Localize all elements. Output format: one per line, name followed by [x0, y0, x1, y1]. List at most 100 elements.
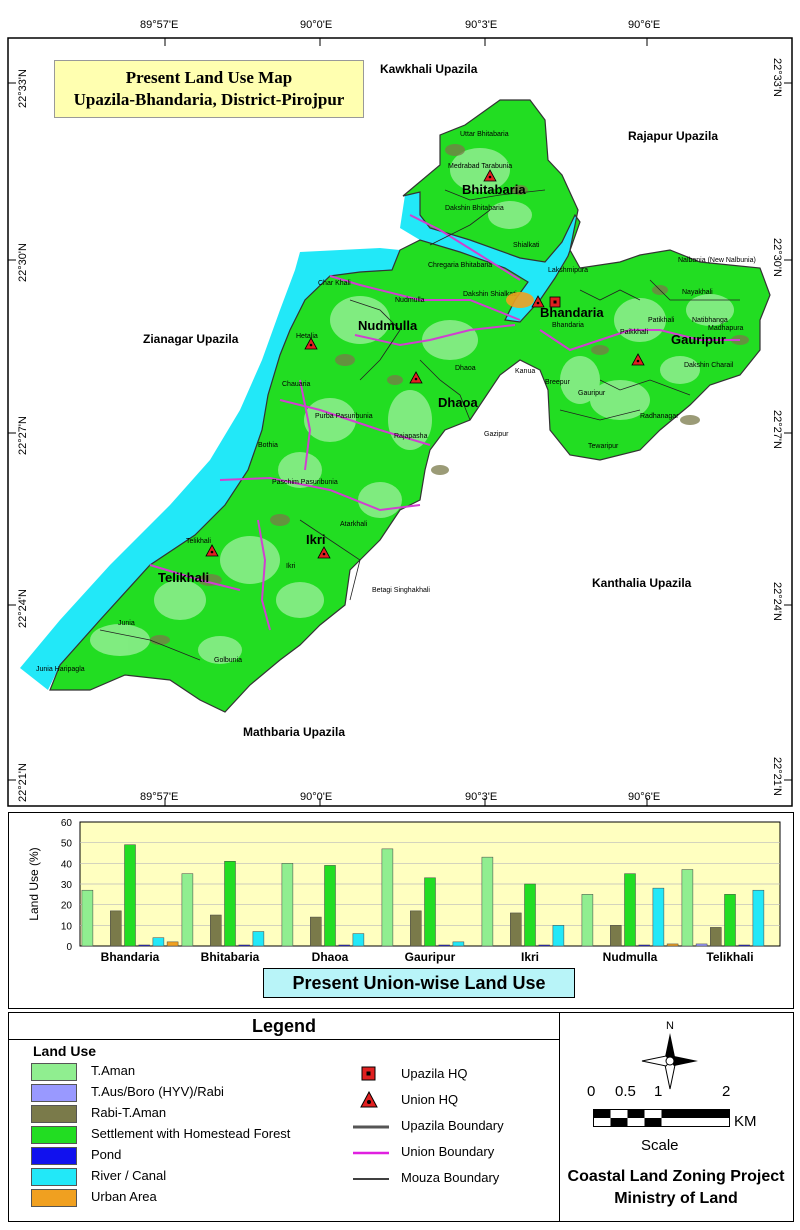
bar [152, 937, 165, 947]
y-tick-label: 30 [61, 880, 73, 891]
bar [352, 933, 365, 947]
lat-label-right-4: 22°24'N [771, 582, 783, 621]
union-label-gauripur: Gauripur [671, 332, 726, 347]
lat-label-right-2: 22°30'N [771, 238, 783, 277]
mouza-label: Golbunia [214, 657, 242, 664]
legend-swatch [31, 1105, 77, 1123]
neighbor-east-label: Kanthalia Upazila [592, 576, 692, 590]
bar [510, 912, 522, 947]
x-tick-label: Dhaoa [312, 950, 349, 964]
bar [524, 883, 536, 947]
legend-item-river-canal: River / Canal [31, 1168, 331, 1188]
map-title-box: Present Land Use Map Upazila-Bhandaria, … [54, 60, 364, 118]
legend-label: Rabi-T.Aman [91, 1105, 167, 1120]
bar [381, 848, 394, 947]
union-hq-icon [304, 337, 318, 350]
mouza-label: Junia Haripagla [36, 666, 85, 673]
legend-swatch [31, 1189, 77, 1207]
map-subtitle: Upazila-Bhandaria, District-Pirojpur [73, 90, 345, 109]
bar [538, 944, 550, 947]
scale-label-0: 0 [587, 1083, 596, 1100]
mouza-label: Paikkhali [620, 329, 648, 336]
mouza-label: Paschim Pasuribunia [272, 479, 338, 486]
lat-label-left-3: 22°27'N [17, 416, 29, 455]
legend-upazila-boundary: Upazila Boundary [345, 1117, 545, 1137]
upazila-hq-icon [549, 296, 561, 308]
x-tick-label: Bhitabaria [201, 950, 260, 964]
mouza-label: Breepur [545, 379, 571, 386]
scale-label-0-5: 0.5 [615, 1083, 636, 1100]
bar [666, 943, 679, 947]
legend-item-pond: Pond [31, 1147, 331, 1167]
legend-label: Upazila Boundary [401, 1118, 504, 1133]
legend-upazila-hq: Upazila HQ [345, 1065, 545, 1085]
north-arrow-icon: N [641, 1020, 698, 1090]
ministry-name: Ministry of Land [614, 1190, 738, 1207]
mouza-label: Dakshin Shialkati [463, 291, 517, 298]
legend-label: Union Boundary [401, 1144, 495, 1159]
legend-swatch [31, 1084, 77, 1102]
bar [124, 844, 136, 947]
legend-item-rabi-t-aman: Rabi-T.Aman [31, 1105, 331, 1125]
mouza-label: Patikhali [648, 317, 675, 324]
mouza-label: Dakshin Bhitabaria [445, 205, 504, 212]
mouza-boundary-line-icon [353, 1178, 389, 1180]
mouza-label: Natibhanga [692, 317, 728, 324]
legend-label: Urban Area [91, 1189, 157, 1204]
union-hq-icon [483, 169, 497, 182]
mouza-label: Junia [118, 620, 135, 627]
legend-label: T.Aman [91, 1063, 136, 1078]
mouza-label: Nalbania (New Nalbunia) [678, 257, 756, 264]
mouza-label: Radhanagar [640, 413, 679, 420]
bar [166, 941, 179, 947]
legend-label: Mouza Boundary [401, 1170, 500, 1185]
y-axis-label: Land Use (%) [27, 847, 41, 920]
lat-label-left-4: 22°24'N [17, 589, 29, 628]
y-tick-label: 40 [61, 859, 73, 870]
scale-bar [593, 1109, 730, 1127]
bar [738, 944, 750, 947]
mouza-label: Chauaria [282, 381, 311, 388]
lon-label-2: 90°0'E [300, 19, 332, 31]
river-upper [400, 192, 580, 322]
union-label-nudmulla: Nudmulla [358, 318, 418, 333]
neighbor-south-label: Mathbaria Upazila [243, 725, 345, 739]
legend-mouza-boundary: Mouza Boundary [345, 1169, 545, 1189]
bar [610, 925, 622, 947]
union-hq-icon [531, 295, 545, 308]
neighbor-west-label: Zianagar Upazila [143, 332, 239, 346]
x-tick-label: Ikri [521, 950, 539, 964]
mouza-label: Rajapasha [394, 433, 428, 440]
union-hq-icon [409, 371, 423, 384]
chart-title: Present Union-wise Land Use [263, 968, 575, 998]
bar [581, 894, 594, 947]
mouza-label: Betagi Singhakhali [372, 587, 430, 594]
legend-swatch [31, 1126, 77, 1144]
union-label-dhaoa: Dhaoa [438, 395, 479, 410]
bar [210, 914, 222, 947]
mouza-label: Medrabad Tarabunia [448, 163, 512, 170]
legend-item-t-aus-boro: T.Aus/Boro (HYV)/Rabi [31, 1084, 331, 1104]
y-tick-label: 10 [61, 921, 73, 932]
mouza-label: Bothia [258, 442, 278, 449]
lon-label-3: 90°3'E [465, 19, 497, 31]
mouza-boundaries [99, 189, 740, 661]
union-label-bhandaria: Bhandaria [540, 305, 604, 320]
mouza-label: Dakshin Charail [684, 362, 734, 369]
mouza-label: Bhandaria [552, 322, 584, 329]
bar [310, 916, 322, 947]
mouza-label: Dhaoa [455, 365, 476, 372]
mouza-label: Gauripur [578, 390, 606, 397]
union-hq-icon [317, 546, 331, 559]
land-use-heading: Land Use [33, 1043, 97, 1059]
bar [81, 889, 94, 947]
upazila-hq-icon [361, 1066, 376, 1081]
bar [410, 910, 422, 947]
lon-label-4: 90°6'E [628, 19, 660, 31]
scale-caption: Scale [641, 1137, 679, 1154]
mouza-label: Purba Pasuribunia [315, 413, 373, 420]
y-tick-label: 50 [61, 839, 73, 850]
neighbor-north-label: Kawkhali Upazila [380, 62, 478, 76]
mouza-label: Tewaripur [588, 443, 619, 450]
legend-label: Upazila HQ [401, 1066, 468, 1081]
